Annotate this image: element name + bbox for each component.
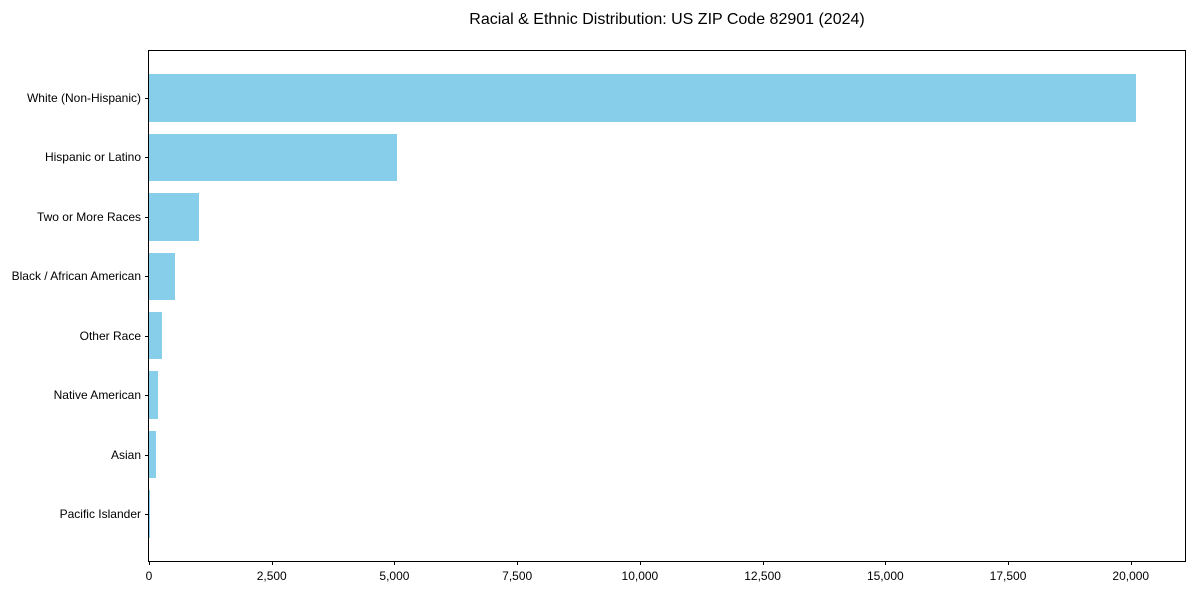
x-axis-tick-label: 0 (145, 569, 153, 583)
y-axis-tick (145, 454, 149, 456)
x-axis-tick (271, 561, 273, 565)
y-axis-tick (145, 157, 149, 159)
bar (149, 371, 159, 419)
x-axis-tick-label: 5,000 (379, 569, 410, 583)
plot-area: White (Non-Hispanic) Hispanic or Latino Tw… (12, 50, 1186, 583)
y-axis-label: Hispanic or Latino (44, 150, 141, 165)
x-axis-tick-label: 17,500 (989, 569, 1027, 583)
x-axis-tick (149, 561, 150, 565)
bar (149, 193, 200, 241)
x-axis-tick (394, 561, 396, 565)
y-axis-tick (145, 97, 149, 99)
x-axis-tick (1008, 561, 1010, 565)
y-axis-label: White (Non-Hispanic) (26, 90, 141, 105)
x-axis-tick (1130, 561, 1132, 565)
bar (149, 311, 163, 360)
chart-title: Racial & Ethnic Distribution: US ZIP Cod… (469, 11, 865, 28)
x-axis-tick (885, 561, 887, 565)
x-axis-tick (762, 561, 764, 565)
y-axis-tick (145, 276, 149, 278)
y-axis-label: Native American (53, 388, 141, 403)
x-axis-tick-label: 15,000 (866, 569, 904, 583)
y-axis-label: Other Race (79, 328, 141, 343)
bar (149, 252, 175, 301)
bar (149, 74, 1136, 122)
bar (149, 430, 156, 479)
x-axis-tick (639, 561, 641, 565)
x-axis-tick-label: 10,000 (621, 569, 659, 583)
x-axis-tick-label: 7,500 (502, 569, 533, 583)
x-axis-tick (517, 561, 519, 565)
y-axis-tick (145, 514, 149, 516)
bar (149, 133, 397, 182)
y-axis-tick (145, 395, 149, 397)
y-axis-label: Pacific Islander (59, 507, 141, 522)
y-axis-tick (145, 216, 149, 218)
x-axis-tick-label: 2,500 (256, 569, 287, 583)
y-axis-label: Two or More Races (36, 209, 141, 224)
y-axis-label: Asian (110, 447, 141, 462)
x-axis-tick-label: 12,500 (744, 569, 781, 583)
x-axis-tick-label: 20,000 (1112, 569, 1150, 583)
y-axis-label: Black / African American (11, 269, 141, 284)
y-axis-tick (145, 335, 149, 337)
